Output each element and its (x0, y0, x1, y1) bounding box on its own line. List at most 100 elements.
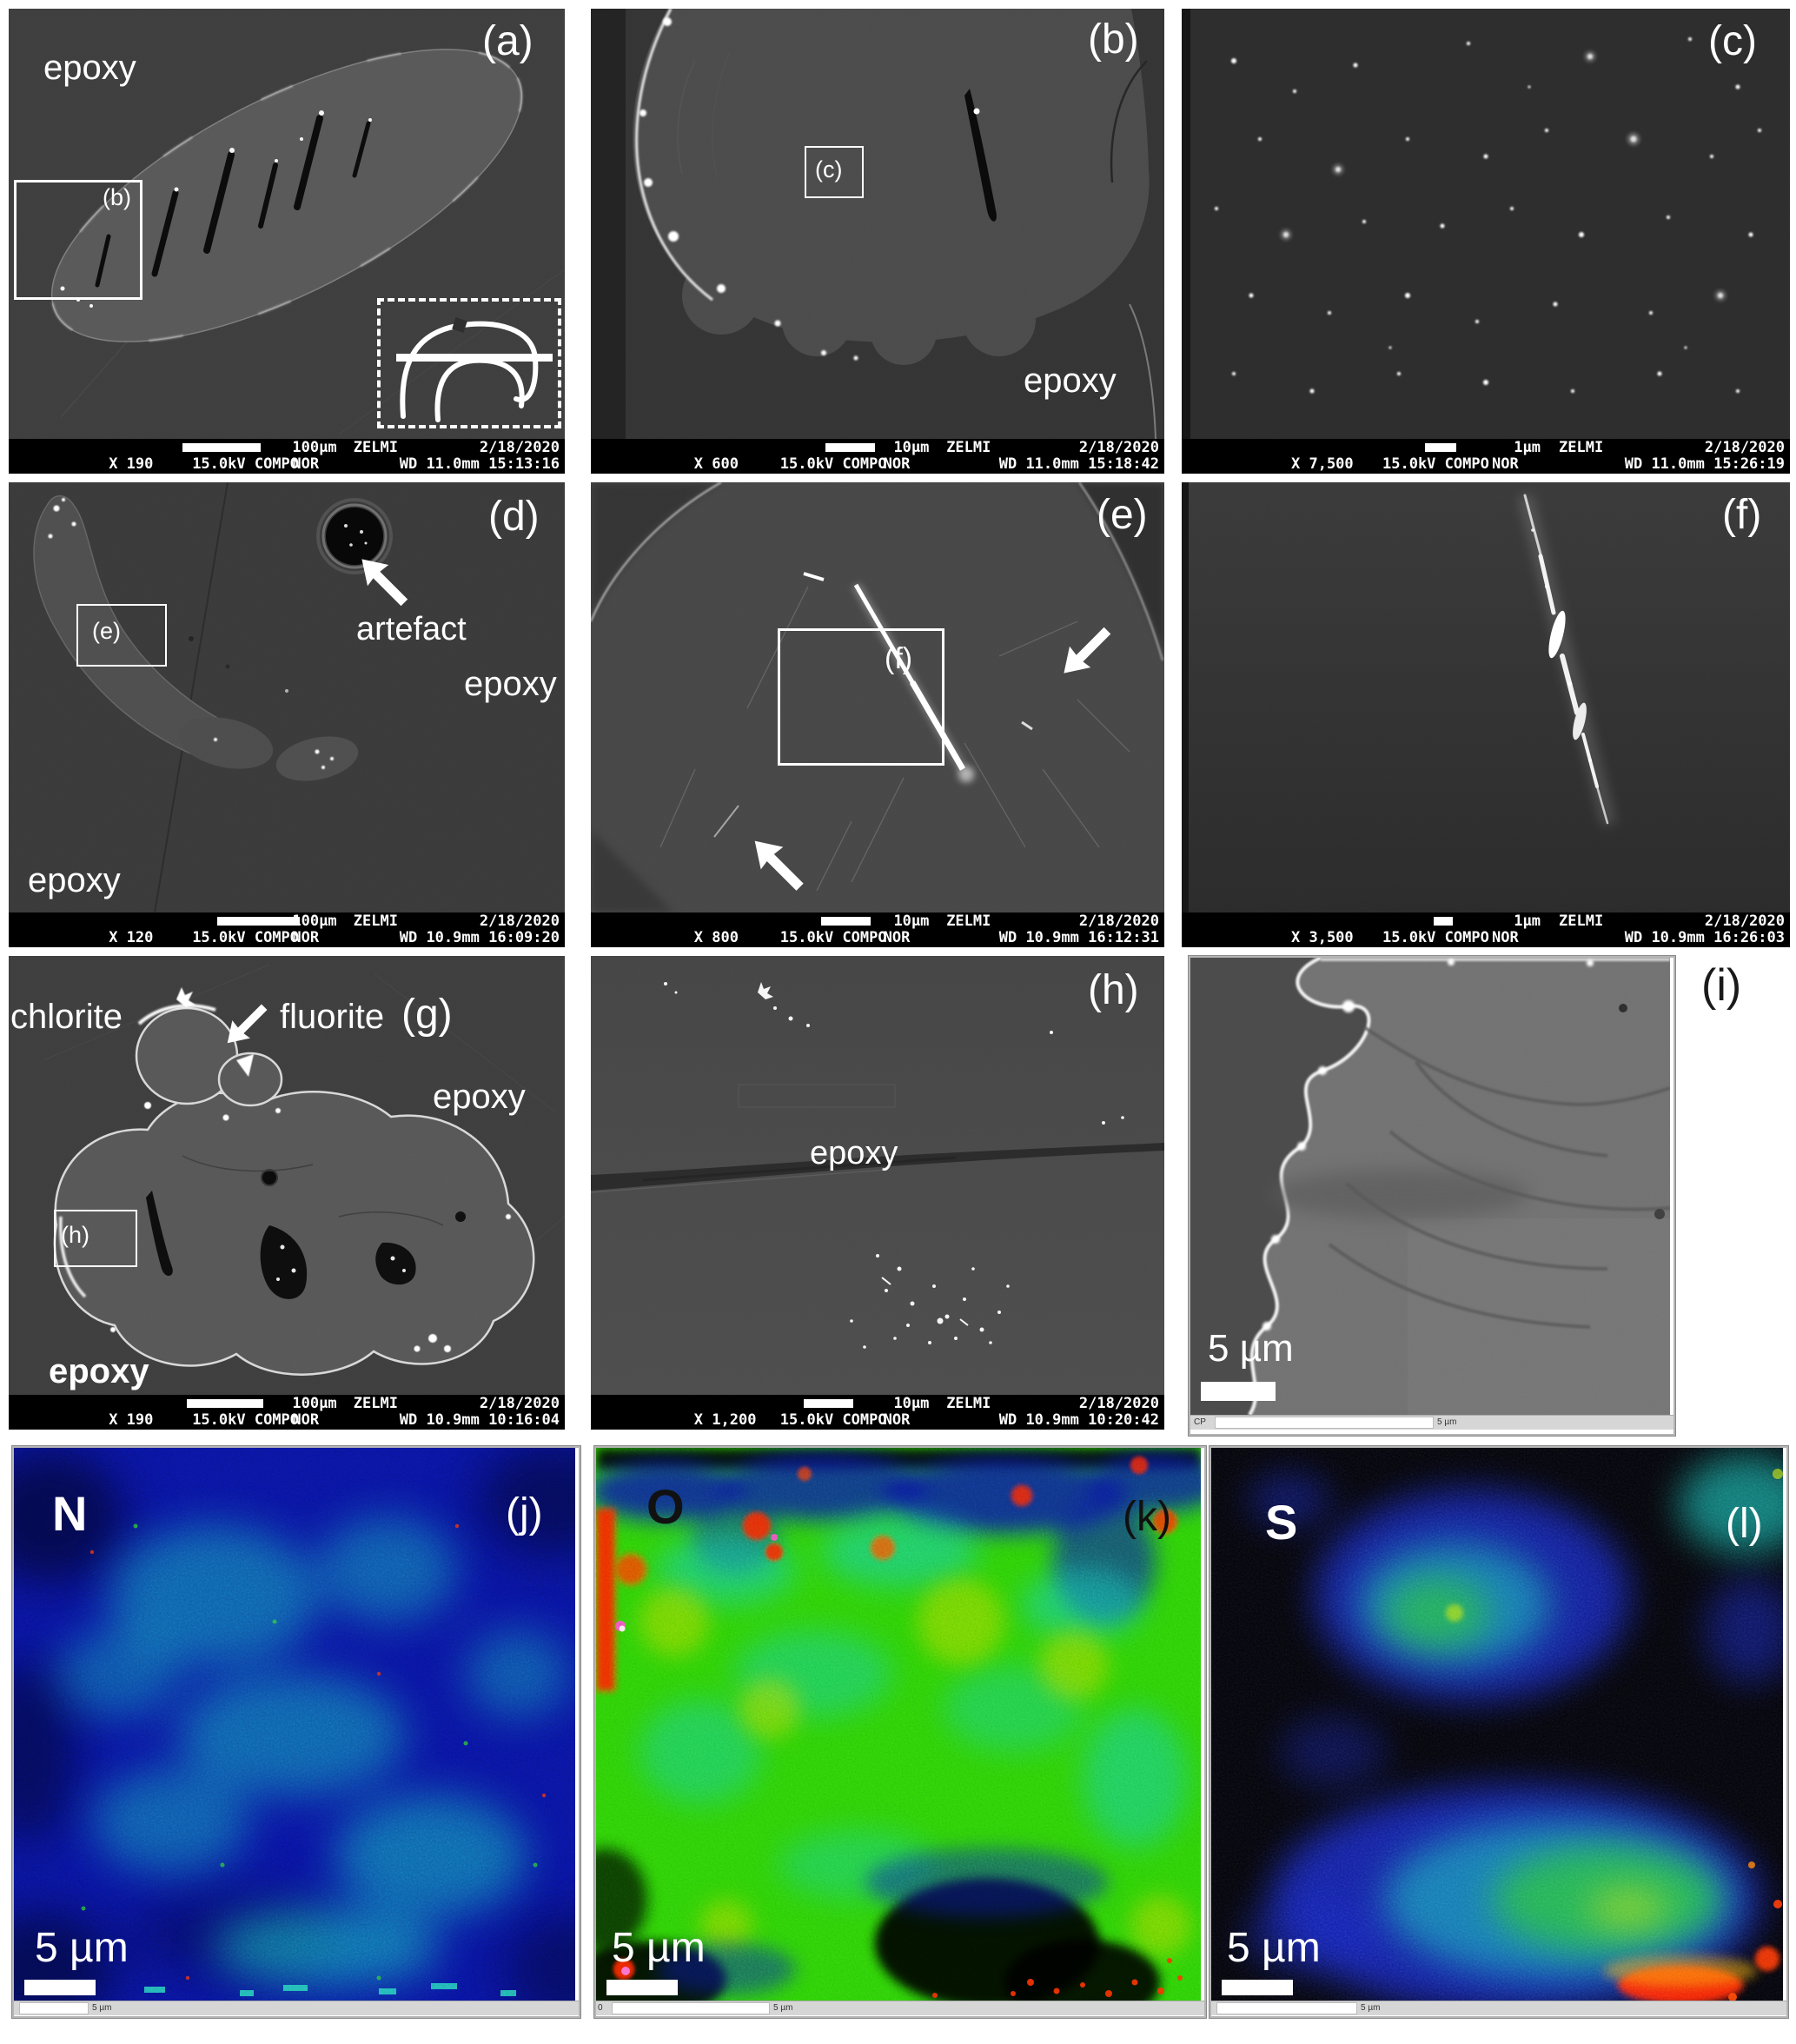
sem-micrograph-f (1182, 482, 1790, 912)
wd-time: WD 10.9mm 16:26:03 (1624, 929, 1785, 946)
scale-bar (217, 917, 300, 926)
mode: NOR (292, 1411, 320, 1429)
panel-f: (f) 1µm ZELMI 2/18/2020 X 3,500 15.0kV C… (1182, 482, 1790, 947)
panel-g: chlorite fluorite (g) epoxy epoxy (h) 10… (9, 956, 565, 1430)
sem-micrograph-g (9, 956, 565, 1395)
scale-value: 1µm (1514, 439, 1541, 456)
beam: 15.0kV COMPO (192, 929, 300, 946)
inset-sketch-box (377, 298, 561, 428)
magnification: X 190 (109, 1411, 154, 1429)
lab-name: ZELMI (353, 439, 398, 456)
element-label-n: N (52, 1486, 88, 1541)
mode: NOR (1492, 455, 1519, 473)
scale-value: 1µm (1514, 912, 1541, 930)
eds-map-n (14, 1448, 575, 2001)
scale-label: 5 µm (35, 1925, 129, 1971)
beam: 15.0kV COMPO (1382, 455, 1489, 473)
lab-name: ZELMI (353, 1395, 398, 1412)
beam: 15.0kV COMPO (192, 455, 300, 473)
roi-box-e (76, 604, 167, 667)
scale-label: 5 µm (1208, 1327, 1294, 1370)
beam: 15.0kV COMPO (779, 929, 887, 946)
sem-micrograph-a (9, 9, 565, 439)
statusbar-scale-box (1216, 2002, 1357, 2014)
panel-letter: (c) (1708, 18, 1757, 64)
statusbar-zero: 0 (598, 2003, 603, 2013)
magnification: X 120 (109, 929, 154, 946)
panel-k-statusbar: 0 5 µm (596, 2001, 1204, 2015)
statusbar-scale-text: 5 µm (1437, 1417, 1457, 1427)
panel-letter: (d) (488, 494, 540, 540)
magnification: X 7,500 (1291, 455, 1354, 473)
date: 2/18/2020 (479, 912, 560, 930)
sem-infobar-h: 10µm ZELMI 2/18/2020 X 1,200 15.0kV COMP… (591, 1395, 1164, 1430)
wd-time: WD 10.9mm 10:20:42 (998, 1411, 1159, 1429)
panel-letter: (h) (1088, 967, 1139, 1013)
fluorite-arrow-icon (227, 1004, 268, 1044)
wd-time: WD 11.0mm 15:13:16 (399, 455, 560, 473)
roi-box-c (805, 146, 864, 198)
roi-label: (b) (103, 184, 131, 210)
mode: NOR (292, 455, 320, 473)
panel-d: artefact epoxy epoxy (d) (e) 100µm ZELMI… (9, 482, 565, 947)
mode: NOR (883, 455, 911, 473)
panel-j-image: N (j) 5 µm (14, 1448, 575, 2001)
flake-cross-section-sketch (396, 317, 553, 422)
panel-l-image: S (l) 5 µm (1211, 1448, 1783, 2001)
roi-label: (c) (815, 156, 843, 182)
panel-letter: (f) (1722, 492, 1762, 538)
panel-letter: (k) (1123, 1494, 1171, 1540)
statusbar-scale-box (19, 2002, 89, 2014)
date: 2/18/2020 (1078, 912, 1159, 930)
scale-bar (1434, 917, 1453, 926)
magnification: X 600 (693, 455, 739, 473)
date: 2/18/2020 (1078, 1395, 1159, 1412)
wd-time: WD 10.9mm 16:09:20 (399, 929, 560, 946)
scale-value: 10µm (893, 439, 930, 456)
sem-infobar-d: 100µm ZELMI 2/18/2020 X 120 15.0kV COMPO… (9, 912, 565, 947)
beam: 15.0kV COMPO (779, 455, 887, 473)
sem-infobar-b: 10µm ZELMI 2/18/2020 X 600 15.0kV COMPO … (591, 439, 1164, 474)
roi-label: (f) (885, 642, 913, 675)
chlorite-label: chlorite (10, 998, 123, 1036)
statusbar-left-text: CP (1194, 1417, 1206, 1427)
sem-infobar-a: 100µm ZELMI 2/18/2020 X 190 15.0kV COMPO… (9, 439, 565, 474)
panel-letter: (a) (482, 18, 533, 64)
lab-name: ZELMI (946, 912, 991, 930)
panel-letter: (b) (1088, 17, 1139, 63)
sem-infobar-f: 1µm ZELMI 2/18/2020 X 3,500 15.0kV COMPO… (1182, 912, 1790, 947)
epoxy-label-right: epoxy (464, 665, 557, 703)
eds-map-s (1211, 1448, 1783, 2001)
scale-value: 100µm (292, 439, 337, 456)
panel-letter: (e) (1097, 492, 1148, 538)
scale-bar (187, 1399, 263, 1408)
sem-infobar-c: 1µm ZELMI 2/18/2020 X 7,500 15.0kV COMPO… (1182, 439, 1790, 474)
lab-name: ZELMI (946, 1395, 991, 1412)
element-label-s: S (1265, 1495, 1298, 1550)
wd-time: WD 11.0mm 15:26:19 (1624, 455, 1785, 473)
mode: NOR (883, 929, 911, 946)
sem-micrograph-c (1182, 9, 1790, 439)
sem-micrograph-d (9, 482, 565, 912)
panel-k-image: O (k) 5 µm (596, 1448, 1201, 2001)
epoxy-label: epoxy (43, 49, 136, 87)
panel-i-image: 5 µm (1190, 958, 1670, 1415)
mode: NOR (292, 929, 320, 946)
mode: NOR (1492, 929, 1519, 946)
sem-infobar-g: 100µm ZELMI 2/18/2020 X 190 15.0kV COMPO… (9, 1395, 565, 1430)
scale-value: 100µm (292, 912, 337, 930)
panel-k-window: O (k) 5 µm 0 5 µm (593, 1445, 1207, 2019)
scale-value: 10µm (893, 912, 930, 930)
statusbar-scale-box (1215, 1417, 1434, 1429)
epoxy-label-bottom: epoxy (49, 1352, 149, 1390)
epoxy-label-bottom: epoxy (28, 861, 121, 899)
sem-micrograph-i (1190, 958, 1670, 1415)
statusbar-scale-text: 5 µm (1361, 2003, 1381, 2013)
artefact-arrow-icon (361, 559, 408, 607)
mode: NOR (883, 1411, 911, 1429)
artefact-label: artefact (356, 611, 467, 647)
sem-micrograph-h (591, 956, 1164, 1395)
lab-name: ZELMI (1559, 439, 1604, 456)
fibre-arrow-lower-icon (754, 840, 804, 891)
